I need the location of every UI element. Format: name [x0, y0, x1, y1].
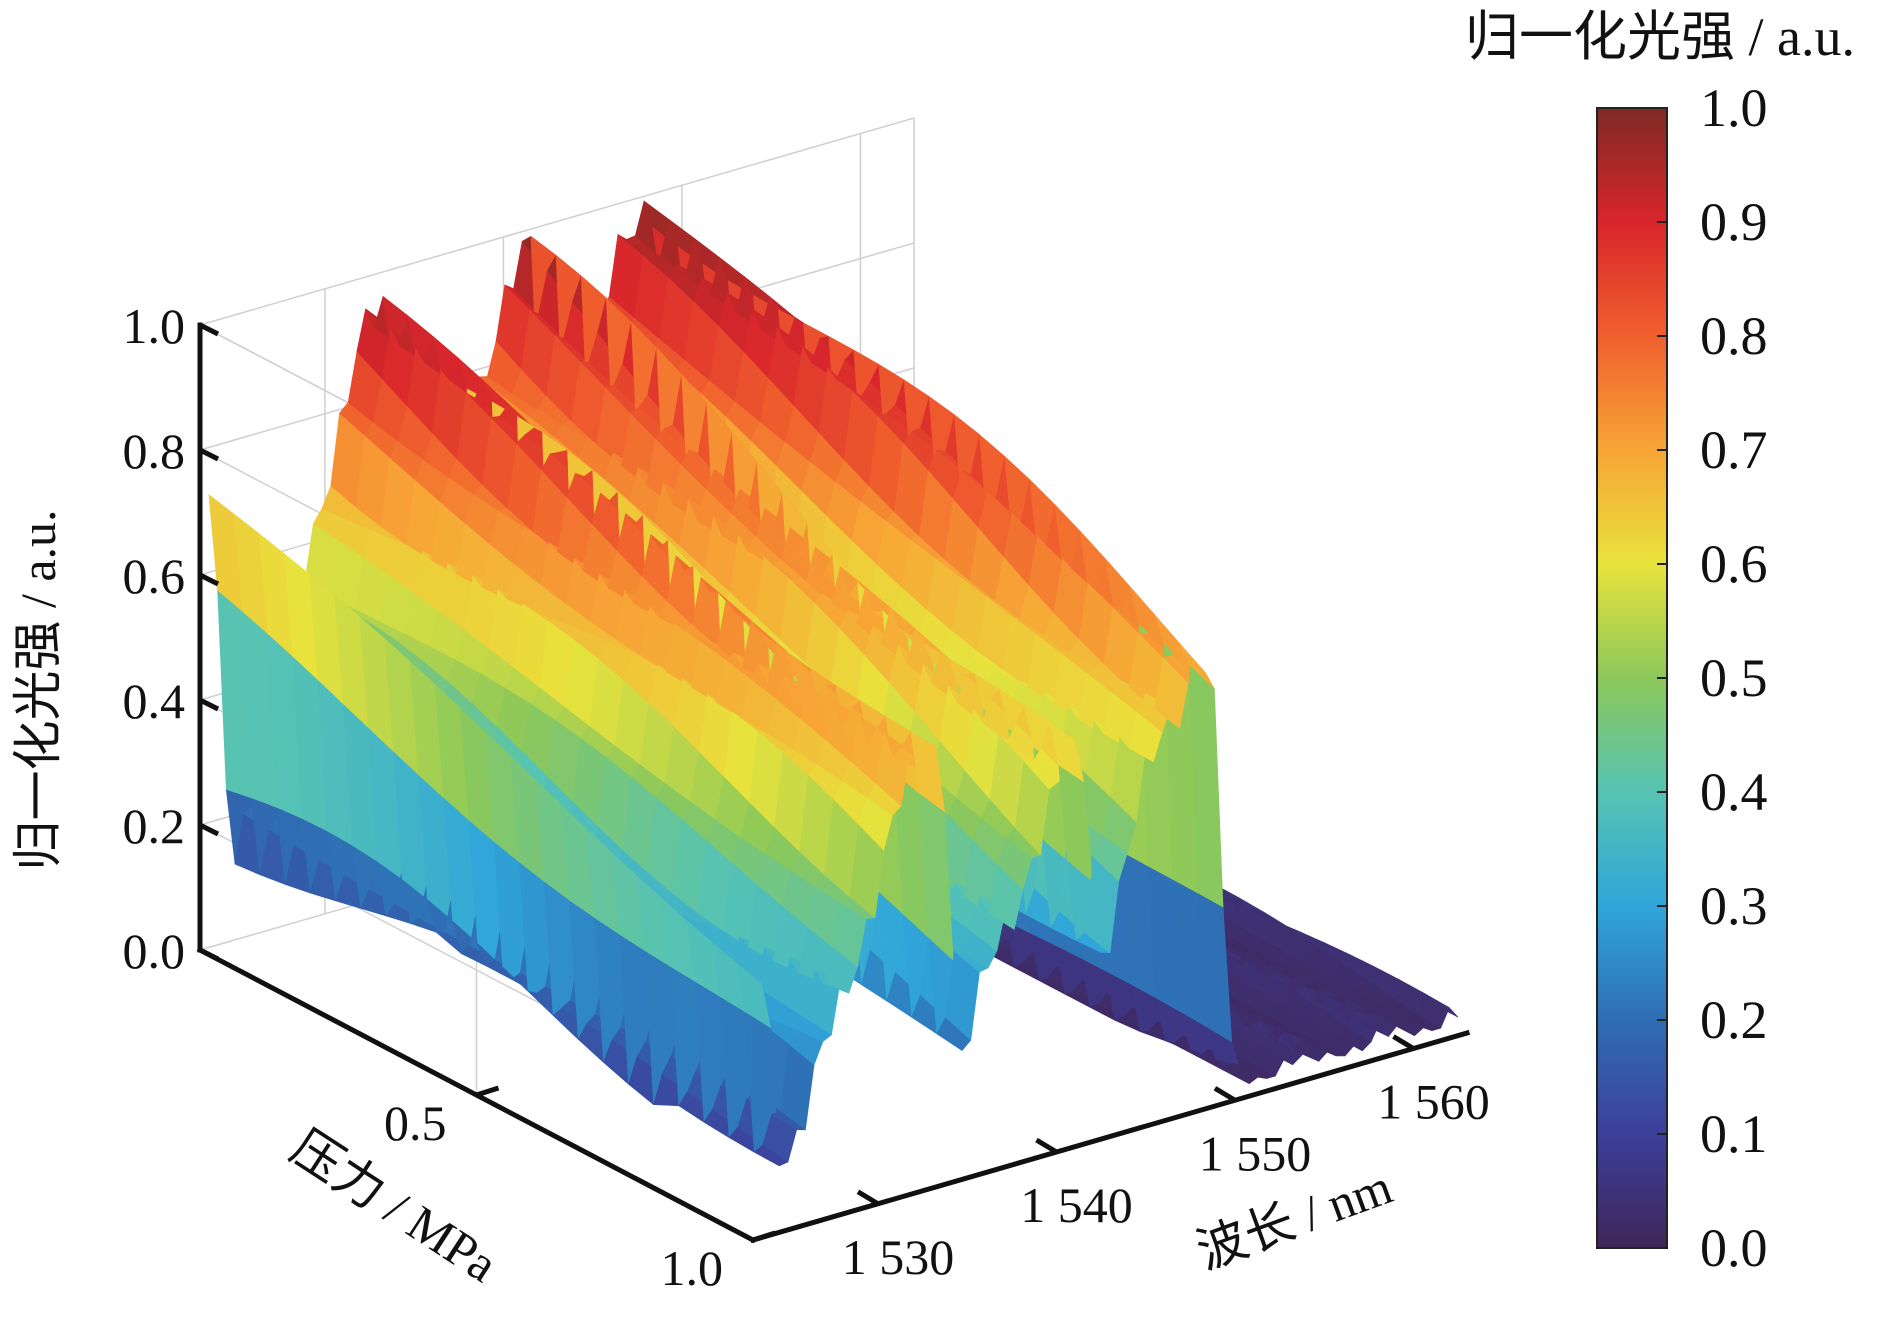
colorbar-tick-label: 0.1 [1700, 1104, 1768, 1164]
grid-line [199, 117, 915, 326]
colorbar-tick-label: 0.3 [1700, 876, 1768, 936]
y-tick-label: 1.0 [661, 1240, 724, 1296]
colorbar-tick-label: 0.0 [1700, 1218, 1768, 1278]
plot-axes: 0.0 0.2 0.4 0.6 0.8 1.0 0.5 1.0 1 530 1 540 1 550 1… [123, 298, 1490, 1296]
colorbar-tick-label: 0.5 [1700, 648, 1768, 708]
z-tick [198, 447, 220, 462]
colorbar-tick-label: 0.7 [1700, 420, 1768, 480]
z-tick-label: 0.8 [123, 423, 186, 479]
x-tick [1392, 1034, 1415, 1051]
z-tick [198, 697, 220, 712]
colorbar-tick-label: 0.8 [1700, 306, 1768, 366]
colorbar-title: 归一化光强 / a.u. [1465, 7, 1855, 67]
x-tick-label: 1 560 [1377, 1074, 1490, 1130]
colorbar-tick-label: 0.9 [1700, 192, 1768, 252]
intensity-surface [208, 200, 1459, 1167]
z-tick-label: 0.6 [123, 548, 186, 604]
x-tick [856, 1189, 880, 1206]
x-tick-label: 1 530 [842, 1229, 955, 1285]
x-axis-line [749, 1029, 1471, 1244]
z-tick-label: 1.0 [123, 298, 186, 354]
colorbar-tick-label: 1.0 [1700, 78, 1768, 138]
surface-patch [1423, 993, 1459, 1018]
y-tick [752, 1230, 776, 1243]
colorbar-gradient [1596, 107, 1668, 1249]
y-tick-label: 0.5 [384, 1095, 447, 1151]
z-axis-title: 归一化光强 / a.u. [10, 509, 66, 870]
colorbar-tick-label: 0.6 [1700, 534, 1768, 594]
colorbar-ticks: 0.0 0.1 0.2 0.3 0.4 0.5 0.6 0.7 0.8 0.9 1.0 [1657, 78, 1768, 1278]
x-tick [1035, 1137, 1058, 1155]
x-tick-label: 1 540 [1020, 1177, 1133, 1233]
z-tick-label: 0.2 [123, 798, 186, 854]
z-tick [198, 947, 220, 962]
x-tick [1213, 1086, 1237, 1103]
z-tick [198, 572, 220, 587]
colorbar-tick-label: 0.4 [1700, 762, 1768, 822]
y-tick [475, 1085, 500, 1098]
z-tick [198, 322, 220, 337]
x-tick-label: 1 550 [1199, 1125, 1312, 1181]
z-tick-label: 0.4 [123, 673, 186, 729]
z-tick-label: 0.0 [123, 923, 186, 979]
colorbar-tick-label: 0.2 [1700, 990, 1768, 1050]
colorbar: 归一化光强 / a.u. 0.0 0.1 0.2 0.3 0.4 0.5 0.6 0.7 0.8… [1465, 7, 1855, 1278]
z-tick [198, 822, 220, 837]
